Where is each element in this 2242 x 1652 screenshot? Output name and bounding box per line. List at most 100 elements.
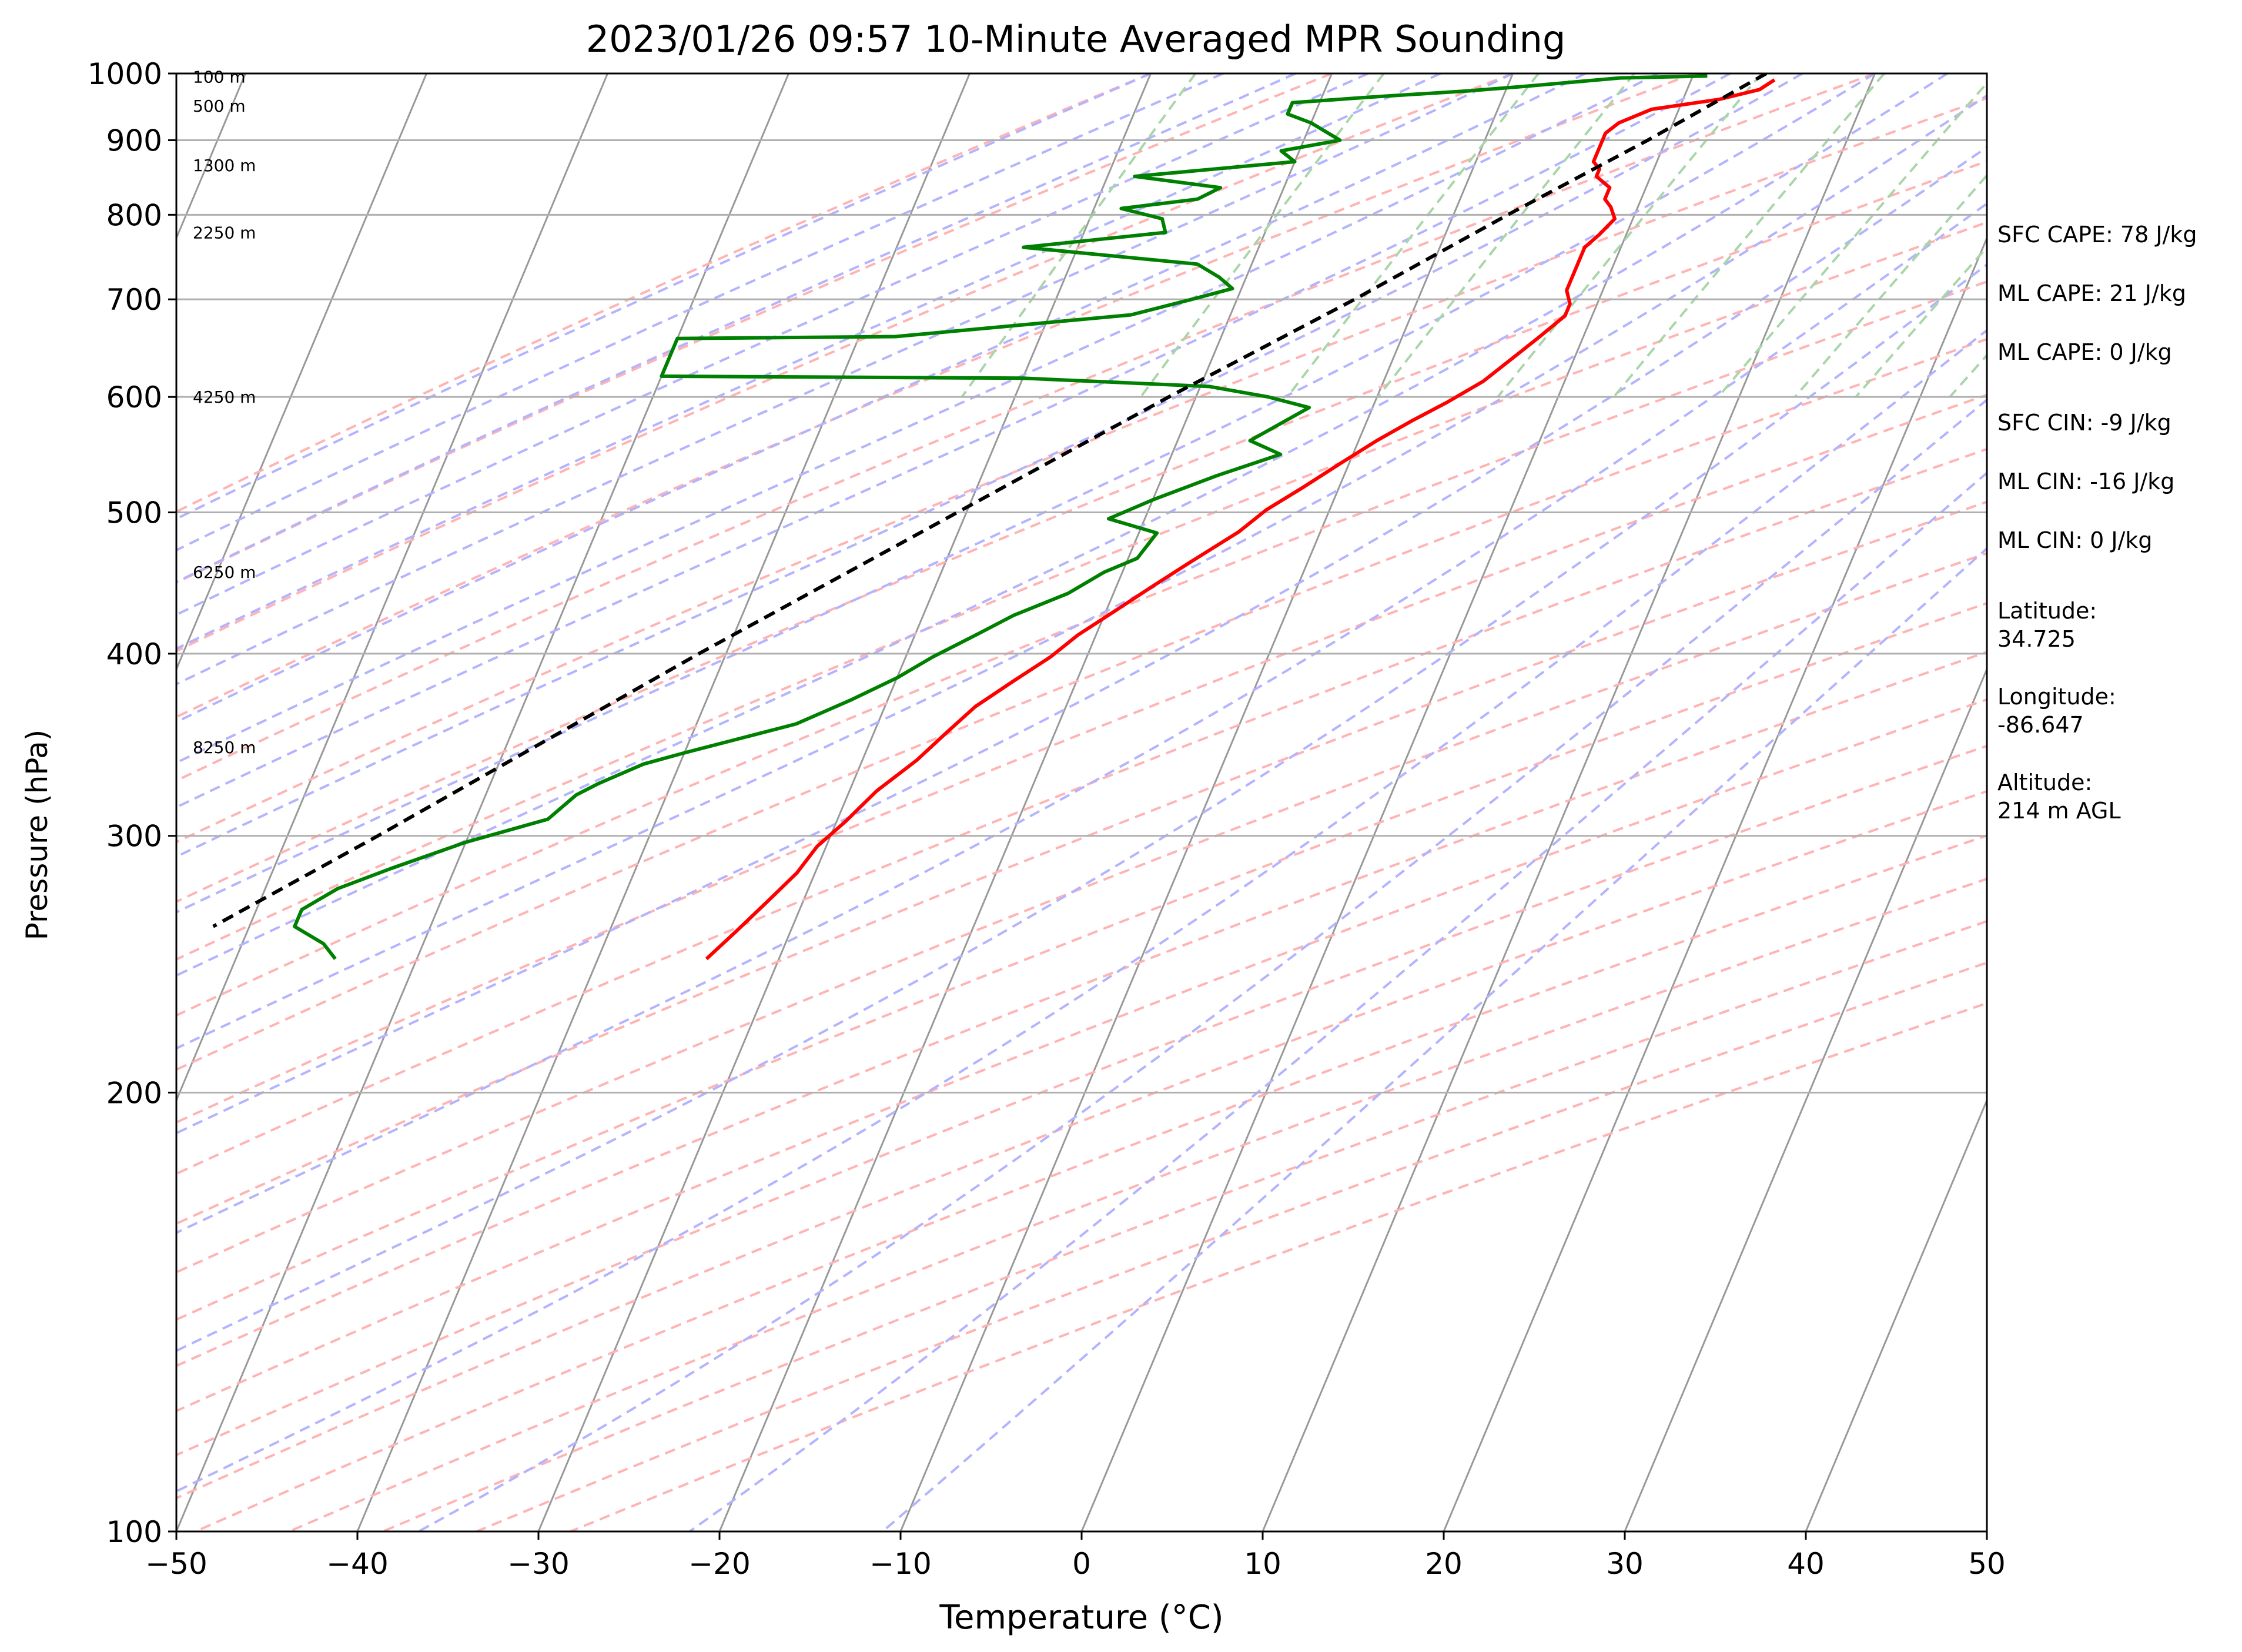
info-line: 214 m AGL [1997,798,2121,824]
info-line: Longitude: [1997,684,2116,710]
x-axis-ticks: −50 −40 −30 −20 −10 0 10 20 30 40 50 [145,1531,2006,1581]
mixing-ratio-line [1717,81,1987,398]
moist-adiabat-line [176,73,1948,977]
info-text: ML CAPE: 21 J/kg [1997,280,2186,306]
x-axis-label: Temperature (°C) [939,1599,1223,1637]
dry-adiabat-line [176,73,1152,513]
info-text: Altitude: 214 m AGL [1997,770,2121,824]
info-text: Longitude: -86.647 [1997,684,2116,738]
x-tick-label: −40 [326,1547,389,1581]
dry-adiabat-line [176,393,1987,1124]
isotherm-line [176,73,427,672]
y-axis-label: Pressure (hPa) [20,730,54,941]
y-tick-label: 600 [106,380,162,414]
moist-adiabat-line [688,471,1987,1531]
isotherm-line [356,73,971,1531]
y-tick-label: 300 [106,820,162,854]
y-tick-label: 400 [106,637,162,671]
chart-title: 2023/01/26 09:57 10-Minute Averaged MPR … [586,18,1566,61]
isotherm-line [899,73,1514,1531]
height-label: 4250 m [193,387,256,407]
dry-adiabat-line [176,96,1987,844]
moist-adiabat-line [176,73,1803,858]
height-labels: 100 m 500 m 1300 m 2250 m 4250 m 6250 m 8250 m [193,67,256,757]
info-panel: SFC CAPE: 78 J/kg ML CAPE: 21 J/kg ML CAPE… [1997,222,2197,824]
height-label: 6250 m [193,563,256,582]
y-tick-label: 700 [106,283,162,317]
isotherm-line [1624,667,1987,1531]
y-tick-label: 100 [106,1515,162,1549]
height-label: 100 m [193,67,246,86]
moist-adiabat-line [176,94,1987,1050]
y-tick-label: 900 [106,123,162,158]
info-text: Latitude: 34.725 [1997,598,2097,652]
x-tick-label: 30 [1606,1547,1644,1581]
moist-adiabat-line [176,145,1987,1135]
info-line: 34.725 [1997,626,2076,652]
dry-adiabat-line [176,650,1987,1367]
info-text: ML CAPE: 0 J/kg [1997,339,2172,365]
moist-adiabat-line [176,329,1987,1493]
y-tick-label: 200 [106,1076,162,1110]
parcel-line [212,73,1768,928]
dewpoint-line [293,74,1708,960]
dry-adiabat-line [176,447,1987,1175]
temperature-line [705,78,1776,961]
moist-adiabat-line [176,73,1514,685]
y-axis-ticks: 100 200 300 400 500 600 700 800 900 1000 [88,57,176,1549]
moist-adiabat-line [176,202,1987,1235]
info-text: ML CIN: -16 J/kg [1997,469,2174,494]
moist-adiabat-line [176,73,1369,616]
moist-adiabat-line [176,73,1441,650]
dry-adiabat-line [176,221,1987,961]
info-text: SFC CAPE: 78 J/kg [1997,222,2197,248]
isotherm-line [1443,236,1987,1531]
sounding-series [212,73,1776,961]
info-line: Altitude: [1997,770,2092,795]
isotherm-line [176,73,789,1531]
info-text: ML CIN: 0 J/kg [1997,527,2152,553]
x-tick-label: 0 [1072,1547,1091,1581]
height-label: 2250 m [193,223,256,242]
x-tick-label: −30 [507,1547,570,1581]
x-tick-label: 50 [1968,1547,2006,1581]
x-tick-label: 10 [1244,1547,1281,1581]
y-tick-label: 1000 [88,57,162,91]
background-lines [176,73,1987,1531]
moist-adiabat-line [176,263,1987,1352]
dry-adiabat-line [176,73,1514,653]
info-line: Latitude: [1997,598,2097,624]
moist-adiabat-line [176,73,1224,552]
y-tick-label: 500 [106,496,162,530]
dry-adiabat-line [176,790,1987,1500]
mixing-ratio-line [1612,73,1885,398]
x-tick-label: −10 [869,1547,932,1581]
isotherm-line [1080,73,1695,1531]
moist-adiabat-line [176,73,1296,584]
height-label: 500 m [193,96,246,116]
isotherm-line [1805,1098,1987,1531]
isotherm-line [718,73,1333,1531]
moist-adiabat-line [176,73,1731,809]
dry-adiabat-line [176,744,1987,1457]
isotherm-line [1261,73,1876,1531]
x-tick-label: −20 [688,1547,751,1581]
moist-adiabat-line [176,73,1658,764]
dry-adiabat-line [176,601,1987,1321]
moist-adiabat-line [882,547,1987,1531]
x-tick-label: −50 [145,1547,208,1581]
mixing-ratio-line [1855,245,1987,398]
x-tick-label: 20 [1425,1547,1463,1581]
moist-adiabat-line [176,73,1586,724]
dry-adiabat-line [176,73,1333,584]
dry-adiabat-line [382,919,1987,1531]
x-tick-label: 40 [1787,1547,1825,1581]
info-line: -86.647 [1997,712,2084,738]
isotherm-line [176,73,608,1103]
height-label: 8250 m [193,738,256,757]
isotherm-line [537,73,1152,1531]
info-text: SFC CIN: -9 J/kg [1997,410,2171,436]
moist-adiabat-line [176,73,1152,520]
